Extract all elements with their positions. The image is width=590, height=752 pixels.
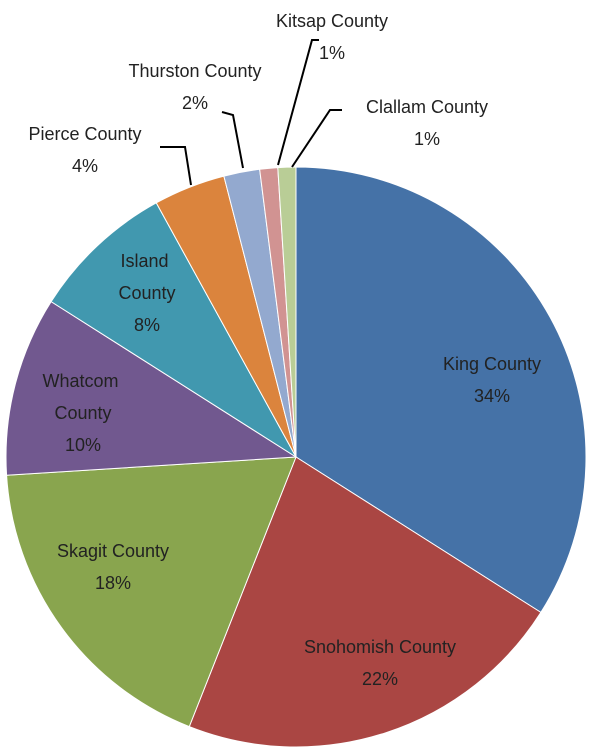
slice-name: Whatcom County — [42, 371, 123, 423]
leader-line — [221, 111, 244, 169]
leader-line — [291, 109, 342, 168]
slice-name: Thurston County — [128, 61, 261, 81]
slice-name: Island County — [118, 251, 175, 303]
slice-value-label: 10% — [65, 435, 101, 455]
pie-slice — [295, 166, 587, 614]
pie-slice — [50, 202, 297, 458]
leader-line — [160, 146, 192, 186]
slice-name: Snohomish County — [304, 637, 456, 657]
slice-name: King County — [443, 354, 541, 374]
slice-name: Clallam County — [366, 97, 488, 117]
slice-value-label: 2% — [182, 93, 208, 113]
leader-line — [277, 39, 319, 166]
slice-name: Pierce County — [28, 124, 141, 144]
slice-value-label: 1% — [319, 43, 345, 63]
pie-slice — [6, 456, 297, 728]
slice-value-label: 1% — [414, 129, 440, 149]
slice-name: Kitsap County — [276, 11, 388, 31]
slice-name: Skagit County — [57, 541, 169, 561]
slice-value-label: 34% — [474, 386, 510, 406]
slice-value-label: 18% — [95, 573, 131, 593]
slice-value-label: 4% — [72, 156, 98, 176]
pie-slice — [188, 456, 542, 748]
pie-slice — [277, 166, 297, 458]
slice-value-label: 22% — [362, 669, 398, 689]
pie-slice — [5, 300, 298, 476]
slice-value-label: 8% — [134, 315, 160, 335]
